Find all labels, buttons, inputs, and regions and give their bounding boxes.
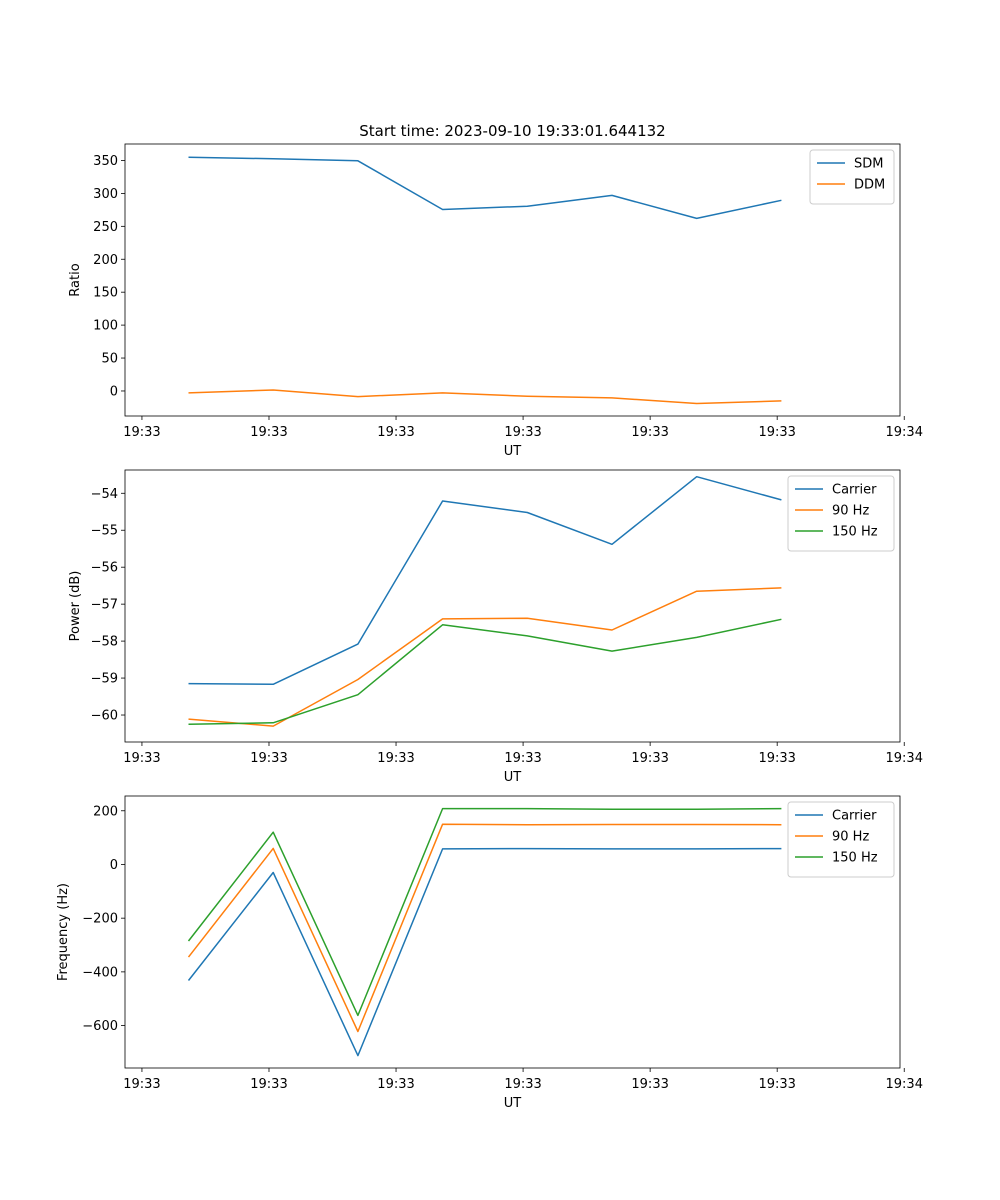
y-tick-label: −59 bbox=[91, 672, 118, 687]
x-tick-label: 19:33 bbox=[631, 425, 668, 440]
legend-label-150-hz: 150 Hz bbox=[832, 851, 878, 866]
axes-frame bbox=[124, 469, 901, 743]
y-tick-label: −58 bbox=[91, 635, 118, 650]
legend-box bbox=[787, 801, 895, 878]
x-tick-label: 19:33 bbox=[377, 1077, 414, 1092]
x-axis-label: UT bbox=[504, 770, 522, 785]
x-tick-label: 19:33 bbox=[250, 425, 287, 440]
y-tick-label: 150 bbox=[93, 286, 118, 301]
x-tick-label: 19:34 bbox=[886, 751, 923, 766]
x-tick-label: 19:33 bbox=[123, 1077, 160, 1092]
x-tick-label: 19:33 bbox=[123, 751, 160, 766]
y-tick-label: −55 bbox=[91, 524, 118, 539]
series-line-sdm bbox=[188, 156, 782, 220]
x-tick-label: 19:33 bbox=[631, 751, 668, 766]
x-tick-label: 19:33 bbox=[123, 425, 160, 440]
x-tick-label: 19:33 bbox=[758, 751, 795, 766]
x-tick-label: 19:33 bbox=[250, 1077, 287, 1092]
legend-label-150-hz: 150 Hz bbox=[832, 525, 878, 540]
x-tick-label: 19:33 bbox=[377, 425, 414, 440]
axes-frame bbox=[124, 795, 901, 1069]
chart-title: Start time: 2023-09-10 19:33:01.644132 bbox=[359, 122, 665, 140]
y-tick-label: 350 bbox=[93, 154, 118, 169]
x-tick-label: 19:33 bbox=[504, 1077, 541, 1092]
legend-label-sdm: SDM bbox=[854, 157, 883, 172]
legend-box bbox=[787, 475, 895, 552]
legend-label-ddm: DDM bbox=[854, 178, 885, 193]
x-tick-label: 19:34 bbox=[886, 425, 923, 440]
series-line-90-hz bbox=[187, 823, 782, 1033]
legend-label-90-hz: 90 Hz bbox=[832, 830, 869, 845]
y-axis-label: Frequency (Hz) bbox=[56, 883, 71, 981]
y-tick-label: 250 bbox=[93, 220, 118, 235]
y-axis-label: Power (dB) bbox=[68, 571, 83, 642]
x-tick-label: 19:33 bbox=[758, 1077, 795, 1092]
panel-ratio: 19:33 19:33 19:33 19:33 19:33 19:33 19:34 0 50 10… bbox=[68, 143, 923, 459]
x-tick-label: 19:33 bbox=[377, 751, 414, 766]
y-tick-label: −54 bbox=[91, 487, 118, 502]
legend-label-carrier: Carrier bbox=[832, 483, 877, 498]
y-tick-label: −600 bbox=[82, 1019, 118, 1034]
y-axis-label: Ratio bbox=[68, 263, 83, 296]
y-tick-label: −60 bbox=[91, 709, 118, 724]
x-tick-label: 19:34 bbox=[886, 1077, 923, 1092]
y-tick-label: 0 bbox=[110, 858, 118, 873]
y-tick-label: −57 bbox=[91, 598, 118, 613]
series-line-carrier bbox=[188, 475, 782, 686]
series-line-150-hz bbox=[188, 618, 782, 726]
series-line-ddm bbox=[188, 389, 782, 405]
x-tick-label: 19:33 bbox=[758, 425, 795, 440]
legend-label-90-hz: 90 Hz bbox=[832, 504, 869, 519]
series-line-90-hz bbox=[188, 587, 782, 727]
x-axis-label: UT bbox=[504, 1096, 522, 1111]
y-tick-label: −200 bbox=[82, 912, 118, 927]
series-line-carrier bbox=[187, 847, 782, 1057]
x-tick-label: 19:33 bbox=[504, 425, 541, 440]
x-tick-label: 19:33 bbox=[631, 1077, 668, 1092]
legend-label-carrier: Carrier bbox=[832, 809, 877, 824]
x-axis-label: UT bbox=[504, 444, 522, 459]
panel-power: 19:33 19:33 19:33 19:33 19:33 19:33 19:34 −60 −5… bbox=[68, 469, 923, 785]
y-tick-label: 200 bbox=[93, 253, 118, 268]
y-tick-label: −400 bbox=[82, 965, 118, 980]
y-tick-label: 300 bbox=[93, 187, 118, 202]
y-tick-label: 200 bbox=[93, 804, 118, 819]
y-tick-label: 100 bbox=[93, 319, 118, 334]
y-tick-label: 0 bbox=[110, 384, 118, 399]
panel-frequency: 19:33 19:33 19:33 19:33 19:33 19:33 19:34 −600 −… bbox=[56, 795, 923, 1111]
x-tick-label: 19:33 bbox=[250, 751, 287, 766]
axes-frame bbox=[124, 143, 901, 417]
y-tick-label: −56 bbox=[91, 561, 118, 576]
y-tick-label: 50 bbox=[101, 352, 118, 367]
series-line-150-hz bbox=[187, 807, 782, 1017]
x-tick-label: 19:33 bbox=[504, 751, 541, 766]
